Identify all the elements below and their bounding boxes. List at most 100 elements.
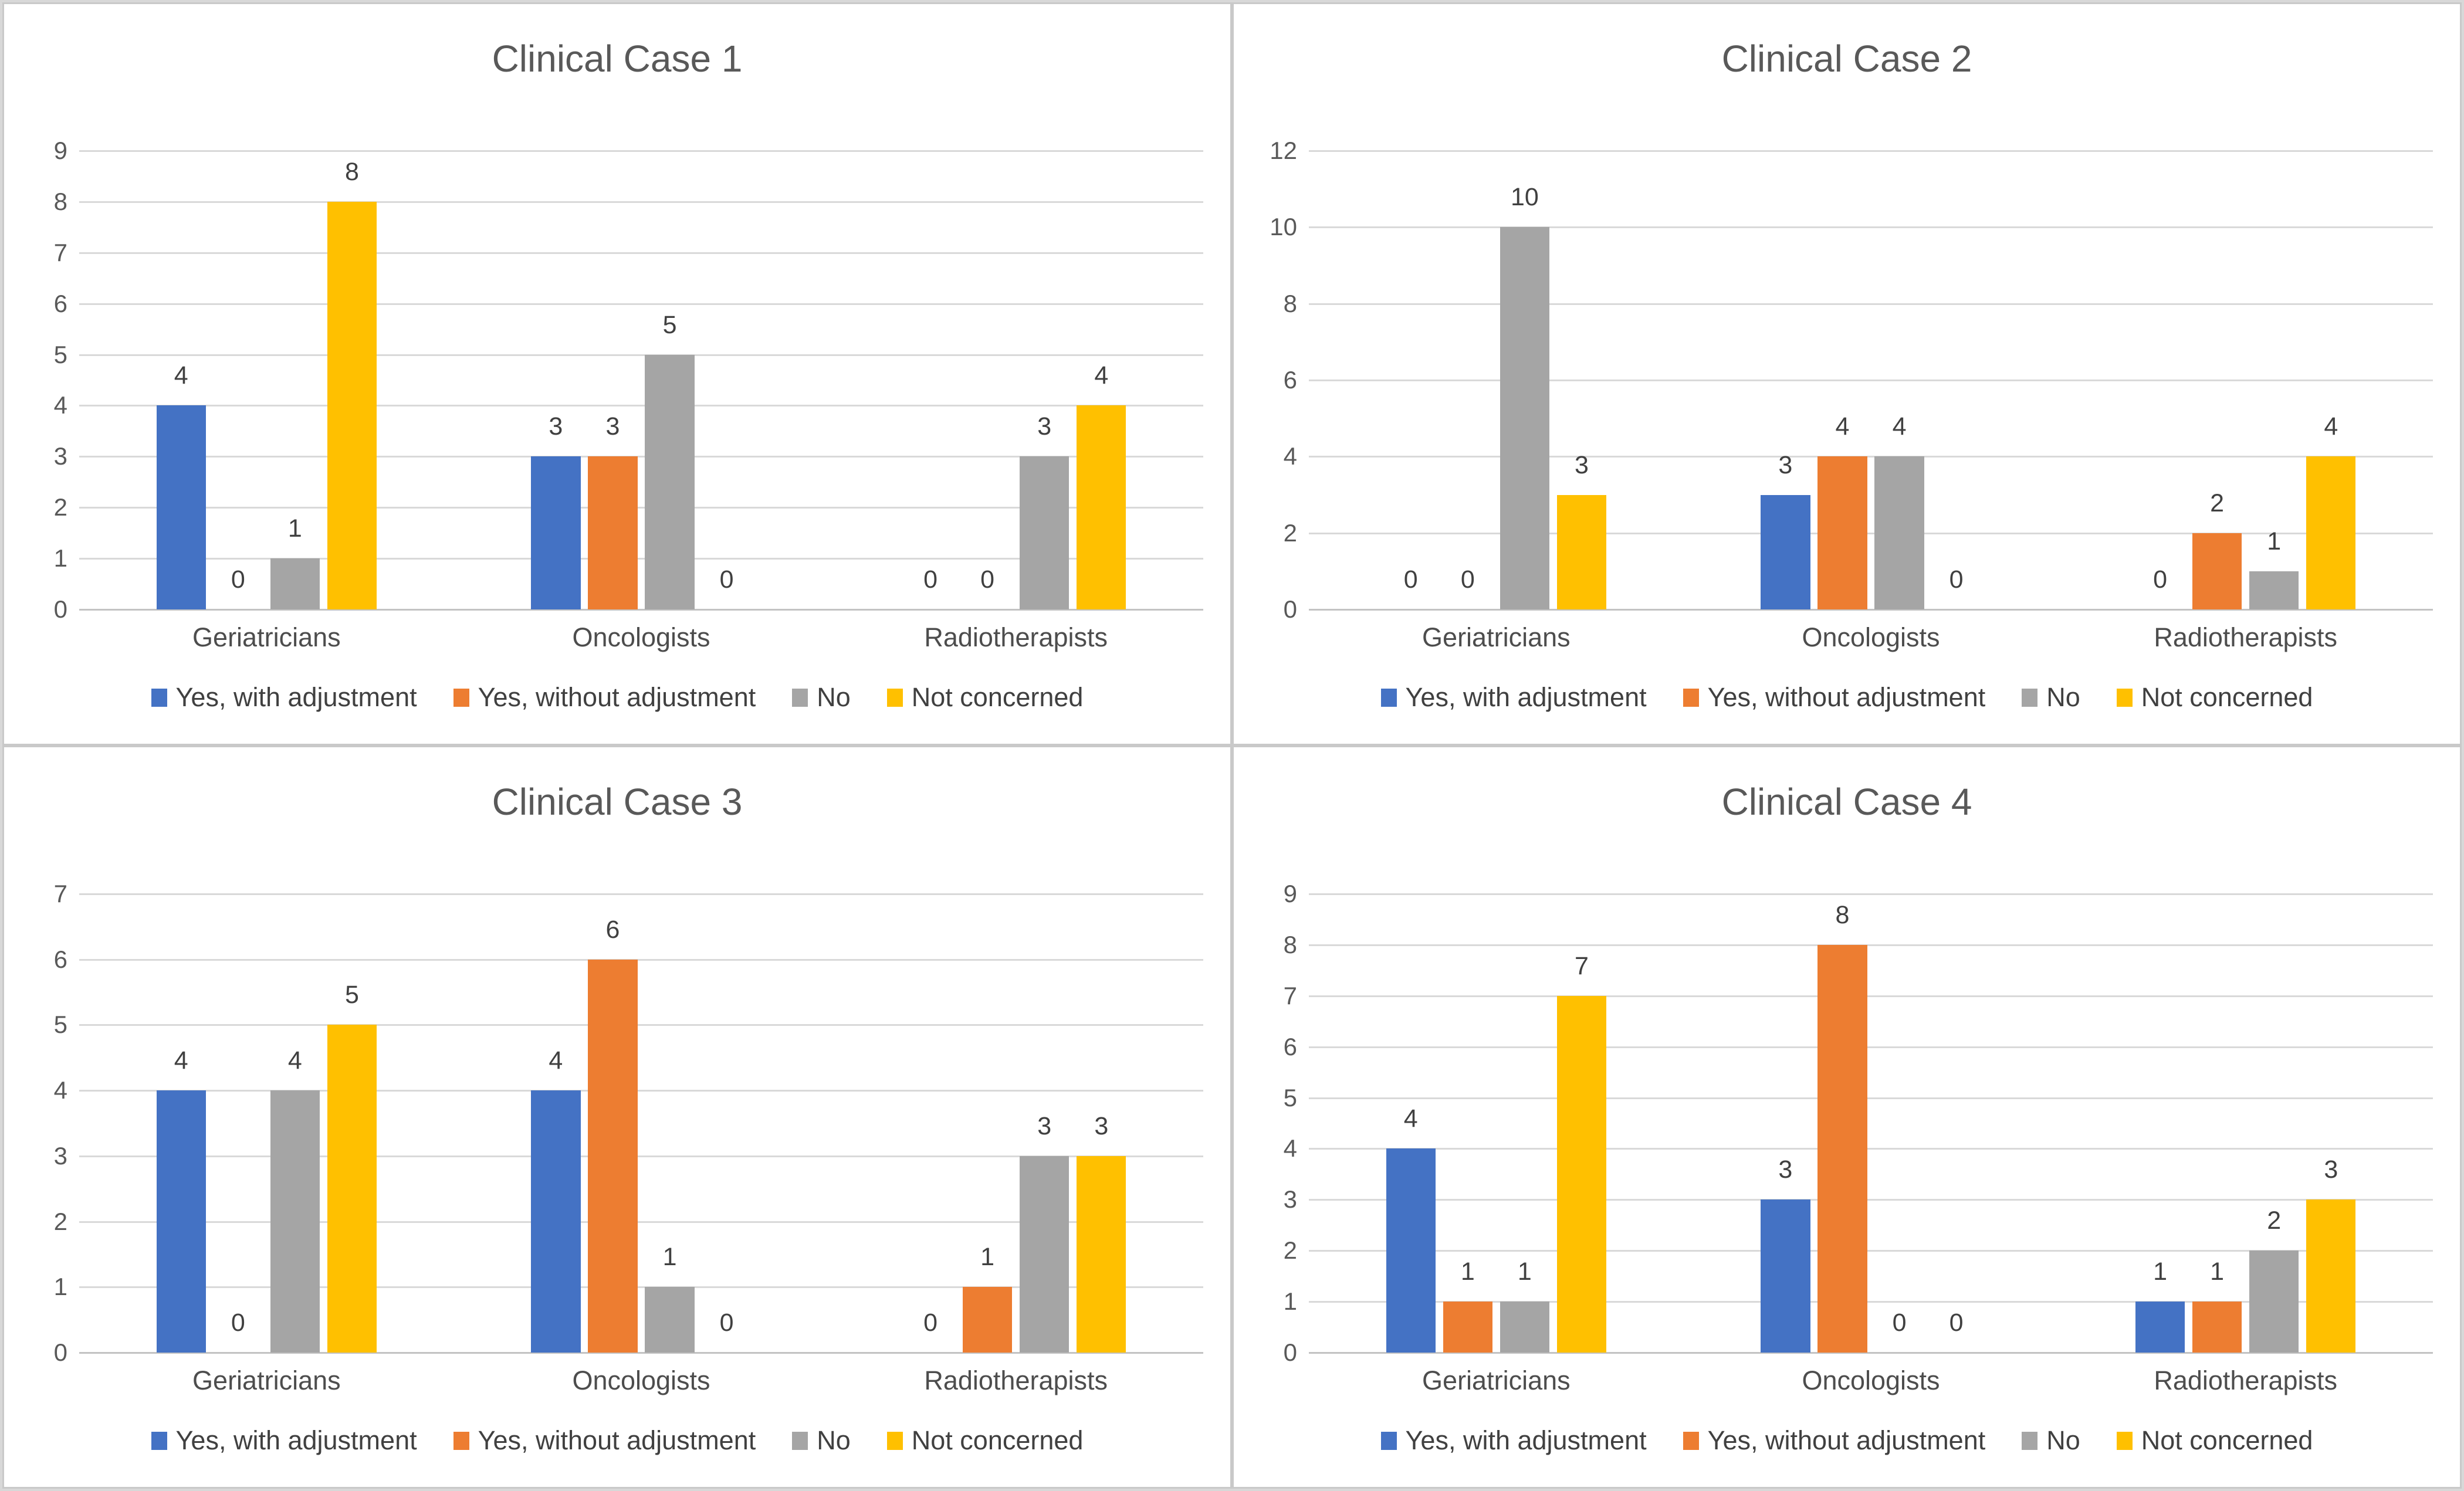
legend-item: Yes, without adjustment	[1683, 682, 1985, 713]
legend-item: No	[792, 1425, 851, 1456]
bar-value-label: 0	[231, 1309, 245, 1337]
bar-value-label: 3	[1037, 412, 1052, 441]
bar-value-label: 3	[1778, 450, 1793, 479]
legend-marker	[1683, 688, 1699, 707]
legend-label: Yes, without adjustment	[478, 1425, 756, 1455]
bar	[270, 1090, 320, 1353]
bar	[645, 354, 695, 609]
legend-label: Not concerned	[911, 1425, 1084, 1455]
gridline	[1309, 944, 2433, 946]
y-tick-label: 6	[1283, 1032, 1297, 1060]
gridline	[79, 507, 1203, 509]
category-label: Radiotherapists	[924, 1365, 1108, 1395]
category-label: Oncologists	[1802, 1365, 1940, 1395]
gridline	[79, 150, 1203, 152]
chart-panel-clinical-case-2: Clinical Case 2 0 2 4 6 8 10 12 0 0 10 3 3 4 4 0 0 2 1 4 G…	[1232, 2, 2462, 746]
x-axis-line	[1309, 1352, 2433, 1354]
legend-item: No	[2022, 1425, 2080, 1456]
legend-item: Not concerned	[886, 1425, 1084, 1456]
y-tick-label: 1	[1283, 1287, 1297, 1316]
gridline	[1309, 226, 2433, 229]
x-axis-line	[79, 1352, 1203, 1354]
bar	[1761, 1199, 1810, 1353]
chart-legend: Yes, with adjustment Yes, without adjustm…	[1234, 1425, 2460, 1456]
bar-value-label: 0	[719, 565, 734, 594]
y-tick-label: 0	[1283, 595, 1297, 623]
y-tick-label: 9	[1283, 880, 1297, 907]
legend-marker	[886, 1431, 903, 1450]
bar-value-label: 4	[287, 1046, 302, 1075]
gridline	[1309, 456, 2433, 458]
bar	[156, 1090, 206, 1353]
legend-item: Yes, without adjustment	[453, 682, 756, 713]
gridline	[79, 405, 1203, 407]
legend-item: Not concerned	[2116, 1425, 2313, 1456]
legend-item: No	[792, 682, 851, 713]
y-tick-label: 2	[53, 493, 67, 521]
y-tick-label: 7	[53, 880, 67, 907]
bar	[645, 1287, 695, 1353]
y-tick-label: 8	[1283, 289, 1297, 317]
bar-value-label: 0	[1949, 565, 1964, 594]
gridline	[79, 558, 1203, 560]
category-axis: Geriatricians Oncologists Radiotherapists	[79, 622, 1203, 653]
bar	[1386, 1148, 1436, 1353]
legend-item: Yes, with adjustment	[151, 1425, 417, 1456]
gridline	[79, 1221, 1203, 1223]
gridline	[79, 201, 1203, 203]
gridline	[1309, 532, 2433, 534]
y-tick-label: 4	[53, 391, 67, 419]
category-label: Radiotherapists	[924, 622, 1108, 652]
legend-marker	[792, 688, 808, 707]
legend-marker	[1380, 1431, 1397, 1450]
category-label: Oncologists	[572, 622, 710, 652]
bar-value-label: 4	[1403, 1104, 1418, 1133]
bar-value-label: 2	[2210, 489, 2225, 517]
category-label: Oncologists	[1802, 622, 1940, 652]
gridline	[1309, 1097, 2433, 1099]
legend-label: No	[2046, 682, 2080, 712]
legend-marker	[886, 688, 903, 707]
y-tick-label: 5	[53, 340, 67, 368]
gridline	[79, 354, 1203, 356]
legend-label: No	[2046, 1425, 2080, 1455]
bar	[2192, 1302, 2242, 1353]
bar-value-label: 3	[1574, 450, 1589, 479]
category-axis: Geriatricians Oncologists Radiotherapists	[1309, 622, 2433, 653]
bar-value-label: 1	[2153, 1258, 2168, 1286]
bar-value-label: 1	[980, 1243, 995, 1272]
category-label: Radiotherapists	[2154, 622, 2338, 652]
category-label: Radiotherapists	[2154, 1365, 2338, 1395]
legend-marker	[2022, 1431, 2038, 1450]
legend-marker	[1380, 688, 1397, 707]
legend-item: No	[2022, 682, 2080, 713]
legend-item: Yes, with adjustment	[1380, 682, 1647, 713]
plot-area: 0 2 4 6 8 10 12 0 0 10 3 3 4 4 0 0 2 1 4	[1270, 137, 2433, 623]
bar-value-label: 0	[719, 1309, 734, 1337]
legend-marker	[453, 1431, 469, 1450]
bar	[2249, 571, 2299, 609]
legend-marker	[1683, 1431, 1699, 1450]
bar-value-label: 6	[605, 915, 620, 944]
bar	[1443, 1302, 1492, 1353]
bar-value-label: 1	[1517, 1258, 1532, 1286]
bar-value-label: 1	[2210, 1258, 2225, 1286]
bar-value-label: 10	[1510, 183, 1539, 212]
gridline	[1309, 1301, 2433, 1303]
x-axis-line	[79, 609, 1203, 611]
bar-value-label: 4	[1835, 412, 1850, 441]
legend-marker	[151, 688, 167, 707]
y-tick-label: 9	[53, 137, 67, 164]
legend-marker	[2116, 1431, 2133, 1450]
category-axis: Geriatricians Oncologists Radiotherapists	[1309, 1365, 2433, 1396]
bar	[1817, 944, 1867, 1353]
gridline	[79, 303, 1203, 305]
category-label: Geriatricians	[1422, 1365, 1571, 1395]
gridline	[79, 1286, 1203, 1289]
bar	[156, 405, 206, 609]
legend-marker	[453, 688, 469, 707]
bar-value-label: 8	[344, 157, 359, 186]
legend-label: Yes, with adjustment	[175, 1425, 417, 1455]
bar-value-label: 8	[1835, 900, 1850, 929]
